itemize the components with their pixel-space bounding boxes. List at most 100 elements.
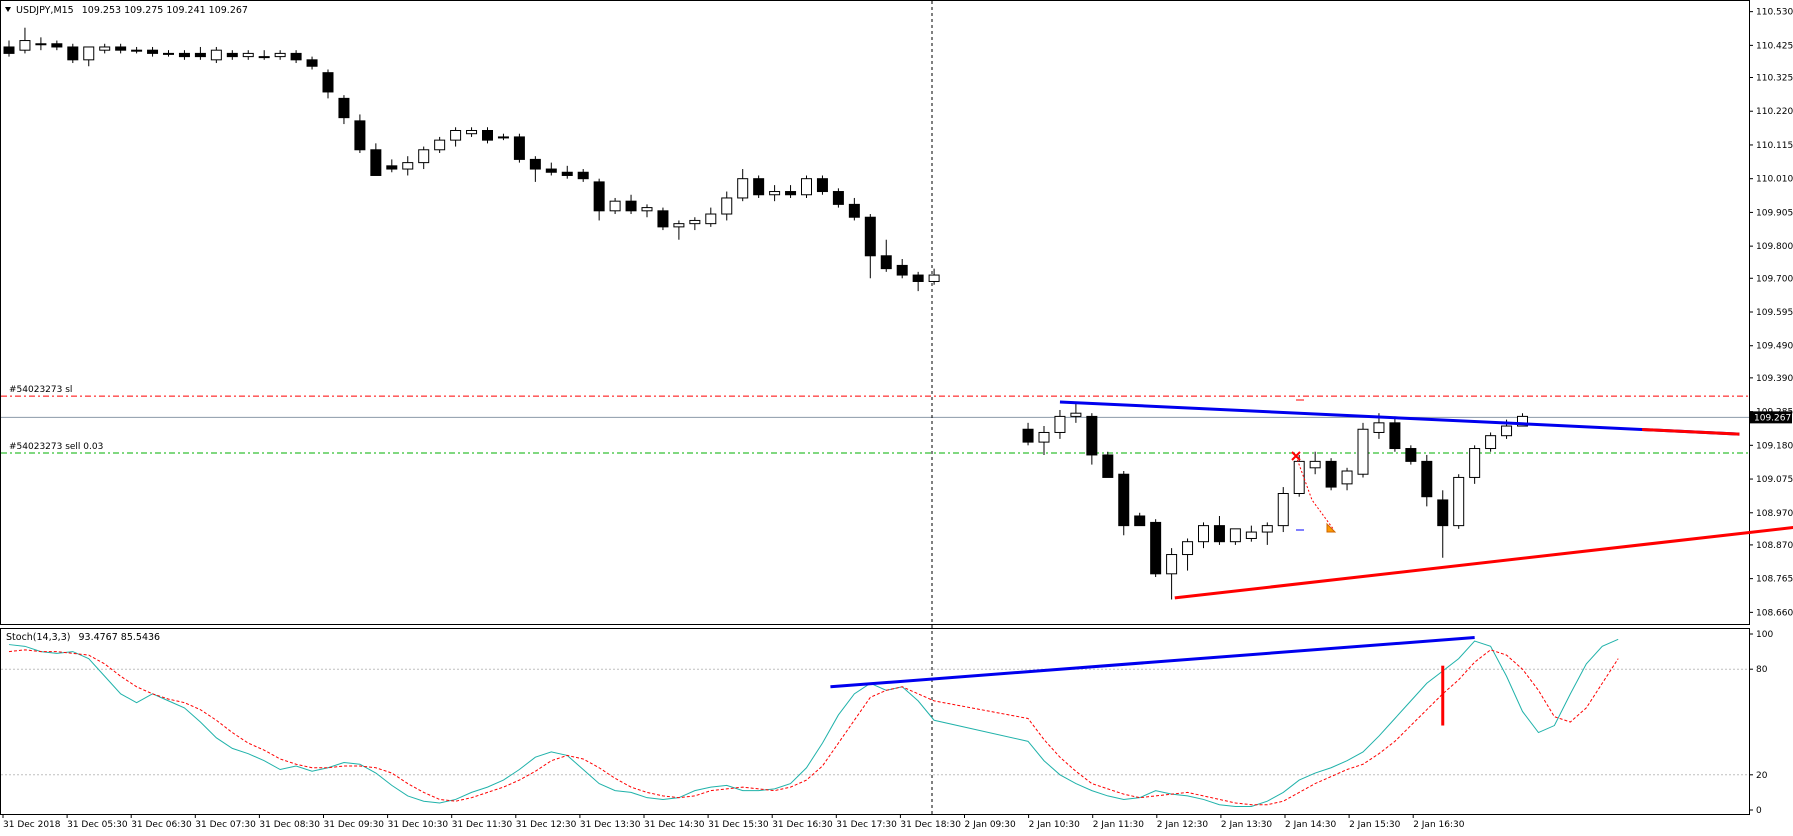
time-tick-label: 31 Dec 07:30 bbox=[195, 820, 256, 830]
bear-candle-body bbox=[370, 149, 382, 176]
candle bbox=[673, 220, 685, 240]
bull-candle-body bbox=[1453, 476, 1465, 527]
bull-candle-body bbox=[1054, 415, 1066, 433]
bear-candle-body bbox=[147, 49, 159, 54]
bull-candle-body bbox=[1501, 425, 1513, 437]
bear-candle-body bbox=[354, 120, 366, 151]
candle bbox=[1389, 416, 1401, 452]
candle bbox=[1118, 471, 1130, 536]
bull-candle-body bbox=[1166, 554, 1178, 575]
trendlines[interactable] bbox=[1059, 400, 1793, 600]
price-axis: 110.530 110.425 110.325 110.220 110.115 110.0… bbox=[1749, 8, 1793, 618]
main-chart-frame bbox=[0, 0, 1750, 625]
bear-candle-body bbox=[545, 168, 557, 173]
candle bbox=[418, 146, 430, 170]
bear-candle-body bbox=[912, 274, 924, 282]
bull-candle-body bbox=[466, 129, 478, 135]
bull-candle-body bbox=[673, 223, 685, 228]
stoch-label: Stoch(14,3,3) bbox=[6, 632, 70, 643]
order-label-0: #54023273 sl bbox=[9, 385, 72, 395]
stoch-tick-label: 100 bbox=[1756, 630, 1773, 640]
candle bbox=[386, 159, 398, 173]
time-tick-label: 31 Dec 08:30 bbox=[259, 820, 320, 830]
candle bbox=[290, 50, 302, 64]
time-tick-label: 31 Dec 14:30 bbox=[644, 820, 705, 830]
bull-candle-body bbox=[434, 139, 446, 151]
time-tick-label: 31 Dec 05:30 bbox=[67, 820, 128, 830]
bull-candle-body bbox=[1182, 541, 1194, 556]
bull-candle-body bbox=[163, 52, 174, 55]
symbol-menu-icon[interactable] bbox=[5, 7, 11, 12]
price-tick-label: 109.595 bbox=[1756, 308, 1793, 318]
bull-candle-body bbox=[1277, 493, 1289, 527]
candle bbox=[1405, 445, 1417, 465]
candle bbox=[513, 133, 525, 163]
candle bbox=[131, 46, 143, 54]
candle bbox=[1213, 515, 1225, 545]
time-tick-label: 2 Jan 14:30 bbox=[1285, 820, 1337, 830]
bear-candle-body bbox=[513, 136, 525, 160]
trade-markers bbox=[1291, 399, 1337, 533]
bear-candle-body bbox=[880, 255, 892, 270]
bear-candle-body bbox=[194, 52, 206, 58]
stoch-axis: 100 80 20 0 bbox=[1749, 630, 1773, 816]
bear-candle-body bbox=[226, 52, 238, 58]
candle bbox=[1198, 522, 1209, 549]
bear-candle-body bbox=[657, 210, 669, 228]
candle bbox=[1022, 422, 1034, 446]
candle bbox=[67, 43, 79, 64]
candle bbox=[737, 169, 749, 202]
bull-candle-body bbox=[210, 49, 222, 61]
candle bbox=[896, 258, 908, 279]
current-price-marker bbox=[1750, 411, 1792, 424]
candle bbox=[3, 40, 15, 57]
bear-candle-body bbox=[306, 59, 318, 67]
candle bbox=[83, 46, 95, 67]
order-lines[interactable]: #54023273 sl #54023273 sell 0.03 bbox=[1, 385, 1749, 454]
stoch-signal-line bbox=[8, 649, 1619, 806]
candle bbox=[1086, 413, 1098, 465]
bull-candle-body bbox=[19, 40, 31, 51]
time-tick-label: 31 Dec 16:30 bbox=[772, 820, 833, 830]
stoch-header: Stoch(14,3,3) 93.4767 85.5436 bbox=[6, 632, 160, 643]
candle bbox=[1421, 454, 1433, 507]
symbol-label: USDJPY,M15 bbox=[16, 5, 74, 16]
candle bbox=[370, 143, 382, 176]
price-tick-label: 110.325 bbox=[1756, 73, 1793, 83]
bull-candle-body bbox=[609, 200, 621, 212]
bull-candle-body bbox=[1357, 428, 1369, 475]
candle bbox=[51, 40, 63, 51]
price-tick-label: 109.490 bbox=[1756, 342, 1793, 352]
time-axis: 31 Dec 2018 31 Dec 05:30 31 Dec 06:30 31 De… bbox=[2, 814, 1465, 830]
bear-candle-body bbox=[864, 216, 876, 257]
candle bbox=[529, 156, 541, 182]
bull-candle-body bbox=[641, 207, 653, 212]
price-tick-label: 110.115 bbox=[1756, 141, 1793, 151]
bull-candle-body bbox=[131, 49, 143, 52]
candle bbox=[1485, 432, 1497, 452]
bull-candle-body bbox=[1198, 525, 1209, 543]
bear-candle-body bbox=[1134, 515, 1146, 527]
candle bbox=[1325, 458, 1337, 491]
candle bbox=[226, 50, 238, 60]
time-tick-label: 31 Dec 10:30 bbox=[388, 820, 449, 830]
bear-candle-body bbox=[529, 158, 541, 170]
time-tick-label: 31 Dec 18:30 bbox=[900, 820, 961, 830]
stoch-tick-label: 20 bbox=[1756, 771, 1768, 781]
candle bbox=[1293, 454, 1305, 497]
stoch-annotations[interactable] bbox=[830, 636, 1475, 726]
bull-candle-body bbox=[1261, 525, 1273, 533]
current-price-label: 109.267 bbox=[1754, 413, 1791, 423]
bull-candle-body bbox=[1373, 422, 1385, 433]
chart-header: USDJPY,M15 109.253 109.275 109.241 109.2… bbox=[16, 5, 248, 16]
stoch-pane-frame bbox=[0, 628, 1750, 815]
bull-candle-body bbox=[497, 136, 509, 139]
price-tick-label: 108.660 bbox=[1756, 608, 1793, 618]
candle bbox=[912, 271, 924, 292]
bear-candle-body bbox=[832, 191, 844, 205]
bear-candle-body bbox=[896, 264, 908, 276]
candle bbox=[434, 136, 446, 153]
bull-candle-body bbox=[737, 178, 749, 199]
candle bbox=[1134, 512, 1146, 527]
